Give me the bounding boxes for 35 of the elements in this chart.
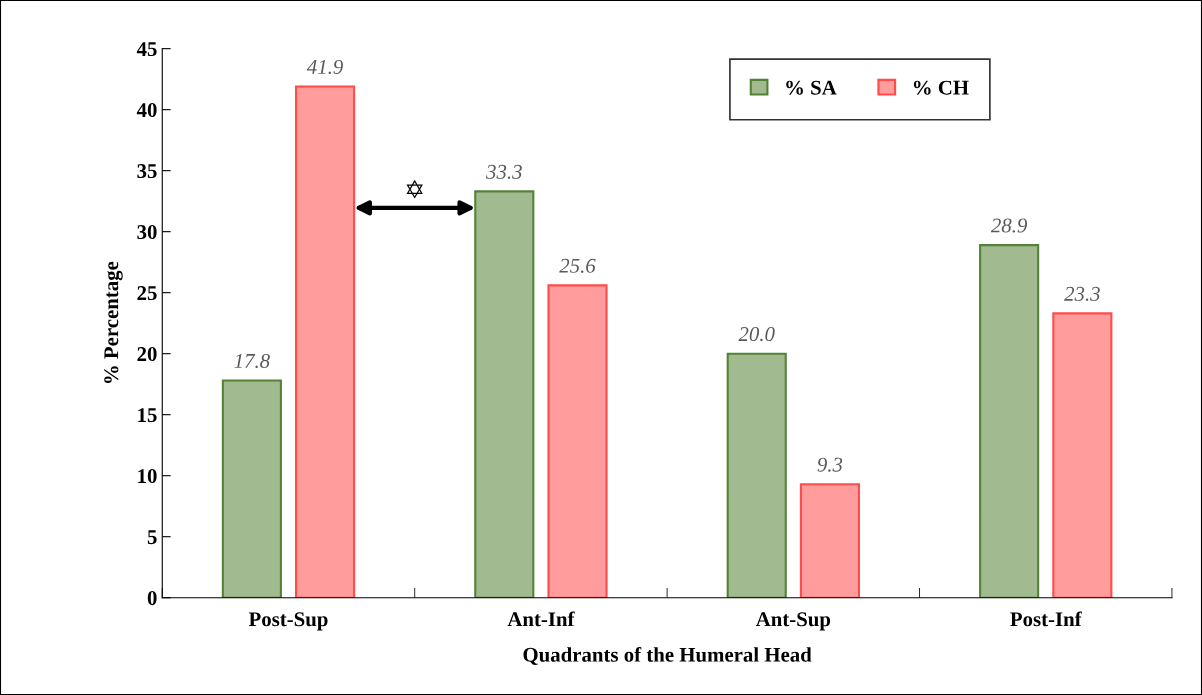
y-tick-label: 15 xyxy=(138,408,157,423)
data-label: 33.3 xyxy=(486,164,522,179)
bar xyxy=(726,352,787,598)
y-tick-label: 5 xyxy=(147,530,157,545)
bar xyxy=(547,284,608,598)
x-tick-label: Post-Inf xyxy=(1010,611,1082,627)
bar xyxy=(979,244,1040,598)
legend-label: % SA xyxy=(786,80,837,95)
x-tick-label: Ant-Inf xyxy=(507,611,575,627)
x-axis-title: Quadrants of the Humeral Head xyxy=(523,646,812,665)
bar xyxy=(1052,312,1113,598)
annotation: ✡ xyxy=(406,179,423,199)
bar xyxy=(474,190,535,598)
x-tick-label: Post-Sup xyxy=(248,612,328,631)
y-tick-label: 35 xyxy=(137,164,157,179)
data-label: 25.6 xyxy=(559,258,596,273)
x-tick-label: Ant-Sup xyxy=(755,612,831,631)
y-tick-label: 20 xyxy=(137,347,157,362)
data-label: 28.9 xyxy=(990,218,1028,233)
y-tick-label: 25 xyxy=(137,286,157,301)
bar xyxy=(221,379,282,598)
y-tick-label: 0 xyxy=(147,591,157,606)
y-tick-label: 30 xyxy=(137,225,157,240)
data-label: 20.0 xyxy=(738,327,775,342)
y-tick-label: 40 xyxy=(136,103,157,118)
y-tick-label: 45 xyxy=(136,42,157,57)
data-label: 23.3 xyxy=(1064,286,1100,301)
data-label: 9.3 xyxy=(817,457,843,472)
y-axis-title: % Percentage xyxy=(104,261,123,384)
bar xyxy=(295,85,356,598)
bar xyxy=(799,483,860,598)
data-label: 17.8 xyxy=(234,353,270,369)
y-tick-label: 10 xyxy=(138,469,157,484)
legend-label: % CH xyxy=(913,80,969,95)
data-label: 41.9 xyxy=(306,59,343,74)
